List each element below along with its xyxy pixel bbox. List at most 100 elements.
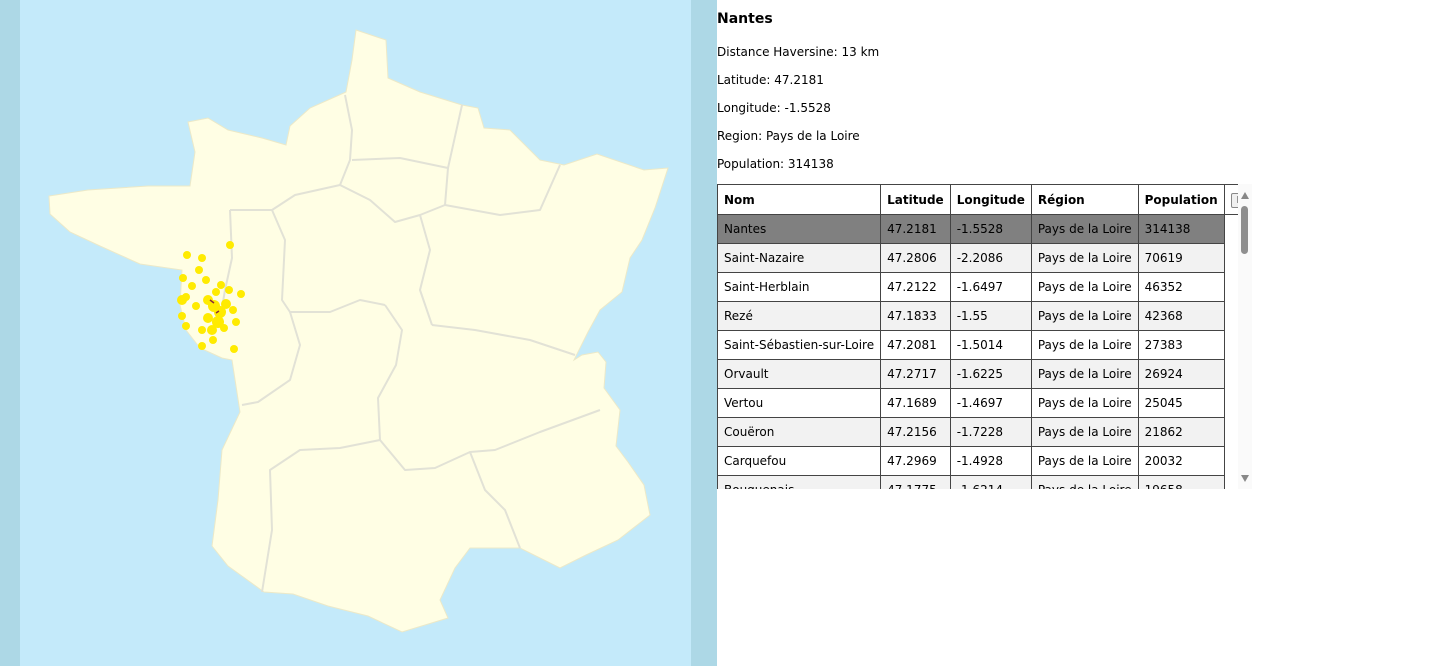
latitude-text: Latitude: 47.2181 — [717, 73, 824, 87]
table-cell-lon: -1.5528 — [949, 214, 1032, 244]
table-row[interactable]: Saint-Herblain 47.2122 -1.6497 Pays de la L… — [717, 272, 1252, 302]
table-cell-region: Pays de la Loire — [1030, 446, 1139, 476]
table-cell-name: Saint-Herblain — [717, 272, 882, 302]
city-marker[interactable] — [188, 282, 196, 290]
city-marker[interactable] — [209, 336, 217, 344]
city-marker[interactable] — [192, 302, 200, 310]
table-cell-name: Nantes — [717, 214, 882, 244]
table-cell-lon: -2.2086 — [949, 243, 1032, 273]
city-marker[interactable] — [212, 288, 220, 296]
table-cell-pop: 26924 — [1137, 359, 1225, 389]
table-cell-lat: 47.1775 — [880, 475, 951, 489]
scrollbar-thumb[interactable] — [1241, 206, 1248, 254]
table-row[interactable]: Orvault 47.2717 -1.6225 Pays de la Loire 269… — [717, 359, 1252, 389]
city-marker[interactable] — [198, 326, 206, 334]
table-cell-region: Pays de la Loire — [1030, 243, 1139, 273]
table-row[interactable]: Nantes 47.2181 -1.5528 Pays de la Loire 3141… — [717, 214, 1252, 244]
table-cell-lon: -1.6497 — [949, 272, 1032, 302]
table-header-row: Nom Latitude Longitude Région Population… — [717, 184, 1252, 215]
table-cell-region: Pays de la Loire — [1030, 301, 1139, 331]
map-side-strip-right — [691, 0, 717, 666]
city-marker[interactable] — [202, 276, 210, 284]
table-row[interactable]: Bouguenais47.1775-1.6214Pays de la Loire… — [717, 475, 1252, 489]
column-header-region[interactable]: Région — [1030, 184, 1139, 215]
table-cell-region: Pays de la Loire — [1030, 214, 1139, 244]
scroll-down-arrow-icon[interactable] — [1241, 475, 1249, 482]
table-row[interactable]: Saint-Sébastien-sur-Loire 47.2081 -1.5014 P… — [717, 330, 1252, 360]
city-marker[interactable] — [182, 293, 190, 301]
table-cell-lat: 47.2081 — [880, 330, 951, 360]
column-header-name[interactable]: Nom — [717, 184, 882, 215]
table-cell-pop: 314138 — [1137, 214, 1225, 244]
info-panel: Nantes Distance Haversine: 13 km Latitud… — [717, 0, 1436, 666]
population-text: Population: 314138 — [717, 157, 834, 171]
region-borders — [219, 94, 601, 593]
table-row[interactable]: Vertou 47.1689 -1.4697 Pays de la Loire 2504… — [717, 388, 1252, 418]
column-header-latitude[interactable]: Latitude — [880, 184, 951, 215]
selected-city-marker[interactable] — [209, 299, 220, 314]
table-cell-name: Saint-Sébastien-sur-Loire — [717, 330, 882, 360]
region-text: Region: Pays de la Loire — [717, 129, 860, 143]
column-header-population[interactable]: Population — [1137, 184, 1225, 215]
city-marker[interactable] — [217, 281, 225, 289]
city-marker[interactable] — [230, 345, 238, 353]
selected-city-name: Nantes — [717, 11, 773, 27]
city-marker[interactable] — [198, 254, 206, 262]
city-marker[interactable] — [221, 299, 231, 309]
table-cell-lon: -1.5014 — [949, 330, 1032, 360]
city-marker[interactable] — [178, 312, 186, 320]
table-cell-lat: 47.2156 — [880, 417, 951, 447]
table-cell-name: Couëron — [717, 417, 882, 447]
table-cell-region: Pays de la Loire — [1030, 272, 1139, 302]
city-marker[interactable] — [220, 324, 228, 332]
table-row[interactable]: Couëron 47.2156 -1.7228 Pays de la Loire 218… — [717, 417, 1252, 447]
city-marker[interactable] — [212, 316, 224, 328]
table-cell-region: Pays de la Loire — [1030, 330, 1139, 360]
table-cell-region: Pays de la Loire — [1030, 359, 1139, 389]
table-cell-pop: 20032 — [1137, 446, 1225, 476]
table-cell-pop: 21862 — [1137, 417, 1225, 447]
table-cell-name: Carquefou — [717, 446, 882, 476]
distance-text: Distance Haversine: 13 km — [717, 45, 880, 59]
table-cell-lon: -1.55 — [949, 301, 1032, 331]
city-marker[interactable] — [232, 318, 240, 326]
table-cell-lat: 47.2717 — [880, 359, 951, 389]
table-cell-region: Pays de la Loire — [1030, 388, 1139, 418]
table-cell-lat: 47.1689 — [880, 388, 951, 418]
table-scrollbar[interactable] — [1238, 184, 1252, 489]
table-cell-region: Pays de la Loire — [1030, 417, 1139, 447]
table-cell-pop: 46352 — [1137, 272, 1225, 302]
city-marker[interactable] — [226, 241, 234, 249]
city-marker[interactable] — [214, 306, 226, 318]
table-cell-lon: -1.7228 — [949, 417, 1032, 447]
table-cell-lat: 47.2806 — [880, 243, 951, 273]
city-marker[interactable] — [183, 251, 191, 259]
table-cell-pop: 25045 — [1137, 388, 1225, 418]
table-row[interactable]: Rezé 47.1833 -1.55 Pays de la Loire 42368 — [717, 301, 1252, 331]
city-marker[interactable] — [198, 342, 206, 350]
map-panel[interactable] — [0, 0, 717, 666]
table-cell-pop: 27383 — [1137, 330, 1225, 360]
france-map[interactable] — [0, 0, 717, 666]
city-marker[interactable] — [229, 306, 237, 314]
city-markers[interactable] — [177, 241, 245, 353]
city-marker[interactable] — [207, 325, 217, 335]
table-cell-lat: 47.2969 — [880, 446, 951, 476]
city-marker[interactable] — [225, 286, 233, 294]
city-marker[interactable] — [203, 313, 213, 323]
table-row[interactable]: Carquefou 47.2969 -1.4928 Pays de la Loire 2… — [717, 446, 1252, 476]
table-cell-lon: -1.6225 — [949, 359, 1032, 389]
column-header-longitude[interactable]: Longitude — [949, 184, 1032, 215]
table-cell-name: Saint-Nazaire — [717, 243, 882, 273]
table-cell-pop: 19658 — [1137, 475, 1225, 489]
table-row[interactable]: Saint-Nazaire 47.2806 -2.2086 Pays de la Lo… — [717, 243, 1252, 273]
table-cell-name: Orvault — [717, 359, 882, 389]
city-marker[interactable] — [237, 290, 245, 298]
table-cell-lon: -1.4928 — [949, 446, 1032, 476]
city-table-container[interactable]: Nom Latitude Longitude Région Population… — [717, 184, 1252, 489]
city-marker[interactable] — [195, 266, 203, 274]
table-cell-lat: 47.2122 — [880, 272, 951, 302]
city-marker[interactable] — [179, 274, 187, 282]
city-marker[interactable] — [182, 322, 190, 330]
scroll-up-arrow-icon[interactable] — [1241, 192, 1249, 199]
